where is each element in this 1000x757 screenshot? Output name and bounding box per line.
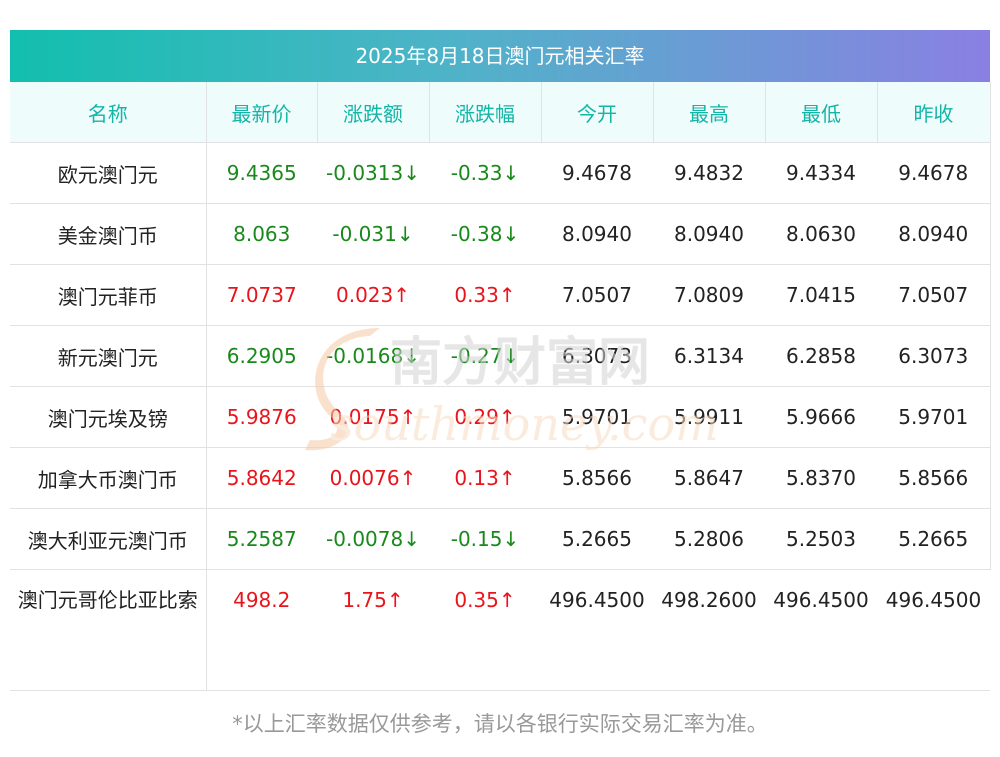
open-cell: 8.0940 <box>541 203 653 265</box>
column-header-change-pct: 涨跌幅 <box>429 82 542 143</box>
change-cell: 0.023↑ <box>317 264 429 326</box>
change-pct-cell: 0.13↑ <box>429 447 541 509</box>
low-cell: 7.0415 <box>765 264 877 326</box>
exchange-rate-table: 名称 最新价 涨跌额 涨跌幅 今开 最高 最低 昨收 欧元澳门元 9.4365 -0… <box>10 82 991 691</box>
disclaimer-note: *以上汇率数据仅供参考，请以各银行实际交易汇率为准。 <box>232 712 768 736</box>
open-cell: 5.8566 <box>541 447 653 509</box>
latest-price-cell: 8.063 <box>206 203 317 265</box>
prev-close-cell: 5.9701 <box>877 386 991 448</box>
column-header-change: 涨跌额 <box>317 82 430 143</box>
change-pct-cell: -0.15↓ <box>429 508 541 570</box>
column-header-low: 最低 <box>765 82 878 143</box>
table-row: 澳门元哥伦比亚比索 498.2 1.75↑ 0.35↑ 496.4500 498.2600… <box>10 569 990 691</box>
table-row: 澳门元埃及镑 5.9876 0.0175↑ 0.29↑ 5.9701 5.9911 5.96… <box>10 386 991 448</box>
prev-close-cell: 7.0507 <box>877 264 991 326</box>
currency-pair-name: 澳大利亚元澳门币 <box>10 508 207 570</box>
high-cell: 5.8647 <box>653 447 765 509</box>
high-cell: 6.3134 <box>653 325 765 387</box>
low-cell: 6.2858 <box>765 325 877 387</box>
latest-price-cell: 7.0737 <box>206 264 317 326</box>
table-row: 美金澳门币 8.063 -0.031↓ -0.38↓ 8.0940 8.0940 8.063… <box>10 203 991 265</box>
currency-pair-name: 欧元澳门元 <box>10 142 207 204</box>
latest-price-cell: 9.4365 <box>206 142 317 204</box>
table-row: 新元澳门元 6.2905 -0.0168↓ -0.27↓ 6.3073 6.3134 6.2… <box>10 325 991 387</box>
low-cell: 9.4334 <box>765 142 877 204</box>
change-pct-cell: -0.33↓ <box>429 142 541 204</box>
prev-close-cell: 5.2665 <box>877 508 991 570</box>
table-row: 澳门元菲币 7.0737 0.023↑ 0.33↑ 7.0507 7.0809 7.0415… <box>10 264 991 326</box>
open-cell: 496.4500 <box>541 569 653 691</box>
latest-price-cell: 5.9876 <box>206 386 317 448</box>
high-cell: 7.0809 <box>653 264 765 326</box>
low-cell: 5.9666 <box>765 386 877 448</box>
high-cell: 8.0940 <box>653 203 765 265</box>
low-cell: 496.4500 <box>765 569 877 691</box>
change-pct-cell: 0.29↑ <box>429 386 541 448</box>
change-cell: -0.0313↓ <box>317 142 429 204</box>
currency-pair-name: 澳门元菲币 <box>10 264 207 326</box>
high-cell: 498.2600 <box>653 569 765 691</box>
latest-price-cell: 5.8642 <box>206 447 317 509</box>
column-header-prev-close: 昨收 <box>877 82 991 143</box>
prev-close-cell: 8.0940 <box>877 203 991 265</box>
open-cell: 6.3073 <box>541 325 653 387</box>
prev-close-cell: 496.4500 <box>877 569 990 691</box>
table-row: 加拿大币澳门币 5.8642 0.0076↑ 0.13↑ 5.8566 5.8647 5.8… <box>10 447 991 509</box>
change-cell: -0.0078↓ <box>317 508 429 570</box>
column-header-high: 最高 <box>653 82 766 143</box>
column-header-latest: 最新价 <box>206 82 318 143</box>
prev-close-cell: 9.4678 <box>877 142 991 204</box>
change-cell: -0.0168↓ <box>317 325 429 387</box>
table-row: 澳大利亚元澳门币 5.2587 -0.0078↓ -0.15↓ 5.2665 5.2806… <box>10 508 991 570</box>
open-cell: 9.4678 <box>541 142 653 204</box>
latest-price-cell: 6.2905 <box>206 325 317 387</box>
open-cell: 5.9701 <box>541 386 653 448</box>
column-header-open: 今开 <box>541 82 654 143</box>
currency-pair-name: 新元澳门元 <box>10 325 207 387</box>
high-cell: 5.2806 <box>653 508 765 570</box>
low-cell: 5.8370 <box>765 447 877 509</box>
table-title: 2025年8月18日澳门元相关汇率 <box>10 30 990 82</box>
prev-close-cell: 6.3073 <box>877 325 991 387</box>
open-cell: 7.0507 <box>541 264 653 326</box>
change-cell: 0.0076↑ <box>317 447 429 509</box>
change-pct-cell: 0.33↑ <box>429 264 541 326</box>
table-row: 欧元澳门元 9.4365 -0.0313↓ -0.33↓ 9.4678 9.4832 9.4… <box>10 142 991 204</box>
table-header-row: 名称 最新价 涨跌额 涨跌幅 今开 最高 最低 昨收 <box>10 82 991 143</box>
change-cell: 1.75↑ <box>317 569 429 691</box>
low-cell: 5.2503 <box>765 508 877 570</box>
open-cell: 5.2665 <box>541 508 653 570</box>
currency-pair-name: 澳门元埃及镑 <box>10 386 207 448</box>
high-cell: 9.4832 <box>653 142 765 204</box>
change-pct-cell: 0.35↑ <box>429 569 541 691</box>
latest-price-cell: 498.2 <box>206 569 317 691</box>
currency-pair-name: 澳门元哥伦比亚比索 <box>10 569 207 691</box>
change-cell: 0.0175↑ <box>317 386 429 448</box>
change-pct-cell: -0.27↓ <box>429 325 541 387</box>
currency-pair-name: 美金澳门币 <box>10 203 207 265</box>
column-header-name: 名称 <box>10 82 207 143</box>
currency-pair-name: 加拿大币澳门币 <box>10 447 207 509</box>
latest-price-cell: 5.2587 <box>206 508 317 570</box>
table-body: 欧元澳门元 9.4365 -0.0313↓ -0.33↓ 9.4678 9.4832 9.4… <box>10 142 991 691</box>
change-pct-cell: -0.38↓ <box>429 203 541 265</box>
low-cell: 8.0630 <box>765 203 877 265</box>
prev-close-cell: 5.8566 <box>877 447 991 509</box>
change-cell: -0.031↓ <box>317 203 429 265</box>
high-cell: 5.9911 <box>653 386 765 448</box>
